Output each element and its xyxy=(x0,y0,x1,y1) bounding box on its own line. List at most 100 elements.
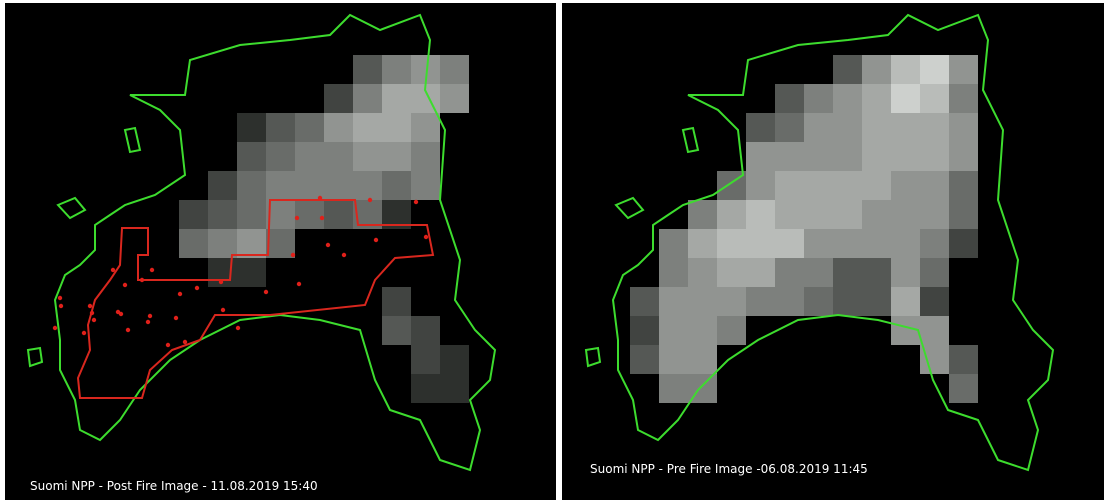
pixel xyxy=(440,345,469,374)
fire-point xyxy=(178,292,182,296)
fire-point xyxy=(140,278,144,282)
fire-point xyxy=(126,328,130,332)
pixel xyxy=(717,287,746,316)
pixel xyxy=(746,200,775,229)
pixel xyxy=(237,258,266,287)
pixel xyxy=(833,113,862,142)
pixel xyxy=(382,316,411,345)
pixel xyxy=(775,287,804,316)
pixel xyxy=(862,229,891,258)
fire-point xyxy=(174,316,178,320)
fire-point xyxy=(291,253,295,257)
pixel xyxy=(746,229,775,258)
pixel xyxy=(833,142,862,171)
pixel xyxy=(862,171,891,200)
pixel xyxy=(833,55,862,84)
pixel xyxy=(324,200,353,229)
fire-point xyxy=(146,320,150,324)
pixel xyxy=(353,142,382,171)
pixel xyxy=(440,55,469,84)
pixel xyxy=(688,229,717,258)
fire-point xyxy=(92,318,96,322)
pixel xyxy=(324,113,353,142)
pixel xyxy=(862,113,891,142)
pixel xyxy=(949,200,978,229)
pixel xyxy=(411,345,440,374)
pixel xyxy=(411,374,440,403)
pixel xyxy=(266,229,295,258)
pixel xyxy=(179,200,208,229)
pixel xyxy=(804,200,833,229)
fire-point xyxy=(58,296,62,300)
pixel xyxy=(804,113,833,142)
pixel xyxy=(949,142,978,171)
pixel xyxy=(920,316,949,345)
pixel xyxy=(775,171,804,200)
pixel xyxy=(630,287,659,316)
pixel xyxy=(353,171,382,200)
pixel xyxy=(295,171,324,200)
pixel xyxy=(688,287,717,316)
pixel xyxy=(440,374,469,403)
pixel xyxy=(949,84,978,113)
pixel xyxy=(295,142,324,171)
pixel xyxy=(804,142,833,171)
pixel xyxy=(833,84,862,113)
pixel xyxy=(804,258,833,287)
pixel xyxy=(833,171,862,200)
pixel xyxy=(266,142,295,171)
pixel xyxy=(891,84,920,113)
fire-point xyxy=(219,280,223,284)
pixel xyxy=(411,171,440,200)
pixel xyxy=(746,287,775,316)
pixel xyxy=(920,142,949,171)
comparison: Suomi NPP - Post Fire Image - 11.08.2019… xyxy=(0,0,1108,504)
pixel xyxy=(237,200,266,229)
fire-point xyxy=(342,253,346,257)
pixel xyxy=(891,316,920,345)
pixel xyxy=(208,171,237,200)
fire-point xyxy=(53,326,57,330)
fire-point xyxy=(90,311,94,315)
fire-point xyxy=(264,290,268,294)
pixel xyxy=(411,142,440,171)
pixel xyxy=(920,113,949,142)
pixel xyxy=(862,142,891,171)
pixel xyxy=(237,142,266,171)
pixel xyxy=(659,258,688,287)
pixel xyxy=(949,113,978,142)
pixel xyxy=(353,84,382,113)
fire-point xyxy=(320,216,324,220)
pixel xyxy=(862,258,891,287)
pixel xyxy=(775,258,804,287)
pixel xyxy=(949,171,978,200)
fire-point xyxy=(295,216,299,220)
pixel xyxy=(949,55,978,84)
pixel xyxy=(949,229,978,258)
pixel xyxy=(746,142,775,171)
pixel xyxy=(891,229,920,258)
pixel xyxy=(295,200,324,229)
pixel xyxy=(237,229,266,258)
pixel xyxy=(688,258,717,287)
pixel xyxy=(659,229,688,258)
pixel xyxy=(775,142,804,171)
pixel xyxy=(324,84,353,113)
fire-point xyxy=(111,268,115,272)
pixel xyxy=(920,84,949,113)
pixel xyxy=(804,171,833,200)
pixel xyxy=(382,113,411,142)
pixel xyxy=(891,171,920,200)
pixel xyxy=(659,345,688,374)
pixel xyxy=(179,229,208,258)
pixel xyxy=(833,258,862,287)
pixel xyxy=(717,229,746,258)
caption: Suomi NPP - Post Fire Image - 11.08.2019… xyxy=(30,479,318,493)
fire-point xyxy=(123,283,127,287)
fire-point xyxy=(374,238,378,242)
pixel xyxy=(833,200,862,229)
pixel xyxy=(411,113,440,142)
pixel xyxy=(237,113,266,142)
pixel xyxy=(717,258,746,287)
fire-point xyxy=(183,340,187,344)
